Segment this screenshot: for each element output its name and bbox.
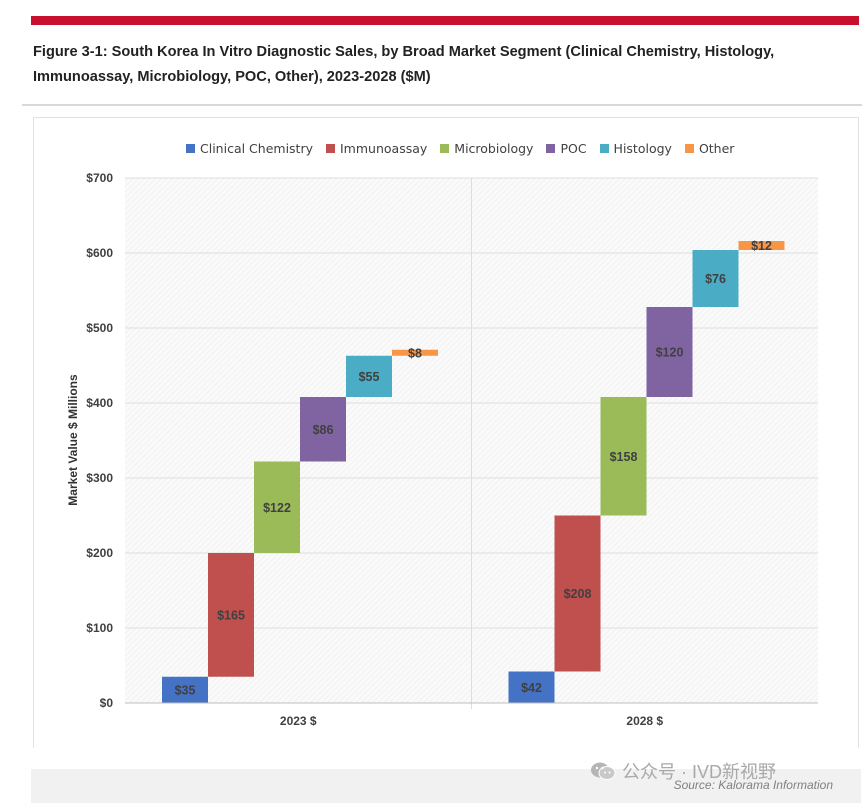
legend-swatch: [326, 143, 335, 153]
bar-poc: [646, 307, 693, 397]
legend-label: Microbiology: [454, 140, 534, 156]
bar-histology: [692, 250, 739, 307]
bar-value-label: $165: [217, 608, 245, 622]
bar-value-label: $8: [408, 346, 422, 360]
y-tick-label: $400: [86, 396, 113, 410]
watermark: 公众号 · IVD新视野: [590, 758, 776, 784]
x-category-label: 2023 $: [280, 714, 317, 728]
y-tick-label: $500: [86, 321, 113, 335]
y-axis-title: Market Value $ Millions: [66, 374, 80, 506]
legend-label: Immunoassay: [340, 140, 428, 156]
legend-item-histology: Histology: [599, 140, 672, 156]
legend-swatch: [440, 143, 450, 153]
legend-label: Histology: [613, 140, 672, 156]
bar-value-label: $42: [521, 681, 542, 695]
bar-value-label: $55: [359, 370, 380, 384]
bar-poc: [300, 397, 346, 462]
y-tick-label: $0: [100, 696, 114, 710]
legend-swatch: [599, 143, 609, 153]
bar-immunoassay: [208, 553, 254, 677]
figure-title: Figure 3-1: South Korea In Vitro Diagnos…: [33, 44, 775, 85]
axis-ticks: $0 $100 $200 $300 $400 $500 $600 $700 2023 $ 2028…: [86, 171, 818, 728]
footer-band: [31, 769, 861, 803]
source-note: Source: Kalorama Information: [673, 778, 833, 792]
bar-value-label: $35: [175, 683, 196, 697]
watermark-text: 公众号 · IVD新视野: [622, 762, 777, 782]
bar-clinical-chemistry: [162, 676, 208, 703]
bar-histology: [346, 355, 392, 397]
legend-item-poc: POC: [546, 140, 587, 156]
bar-microbiology: [254, 461, 300, 553]
bar-other: [738, 241, 785, 250]
title-divider: [22, 104, 862, 106]
bar-clinical-chemistry: [508, 671, 555, 703]
x-category-label: 2028 $: [626, 714, 663, 728]
bar-value-label: $120: [656, 346, 684, 360]
header-accent-bar: [31, 16, 859, 25]
bar-value-label: $158: [610, 450, 638, 464]
bars: $35 $165 $122 $86 $55 $8 $42 $208 $158 $120 $76 $12: [162, 239, 785, 703]
bar-value-label: $208: [564, 587, 592, 601]
bar-value-label: $122: [263, 501, 291, 515]
legend-item-clinical-chemistry: Clinical Chemistry: [186, 141, 313, 156]
chart-legend: Clinical Chemistry Immunoassay Microbiolog…: [186, 140, 747, 156]
legend-swatch: [546, 143, 556, 153]
legend-item-other: Other: [684, 140, 735, 156]
y-tick-label: $700: [86, 171, 113, 185]
bar-value-label: $86: [313, 423, 334, 437]
legend-swatch: [186, 143, 195, 153]
legend-label: Clinical Chemistry: [200, 140, 313, 156]
y-tick-label: $300: [86, 471, 113, 485]
legend-label: POC: [560, 140, 587, 156]
y-tick-label: $100: [86, 621, 113, 635]
legend-swatch: [684, 143, 694, 153]
legend-label: Other: [698, 140, 735, 156]
bar-other: [392, 349, 438, 356]
bar-value-label: $76: [705, 272, 726, 286]
bar-immunoassay: [554, 515, 601, 672]
legend-item-microbiology: Microbiology: [440, 141, 533, 156]
bar-microbiology: [600, 397, 647, 516]
legend-item-immunoassay: Immunoassay: [326, 141, 427, 156]
y-tick-label: $200: [86, 546, 113, 560]
wechat-icon: [591, 762, 616, 780]
bar-value-label: $12: [751, 239, 772, 253]
y-tick-label: $600: [86, 246, 113, 260]
